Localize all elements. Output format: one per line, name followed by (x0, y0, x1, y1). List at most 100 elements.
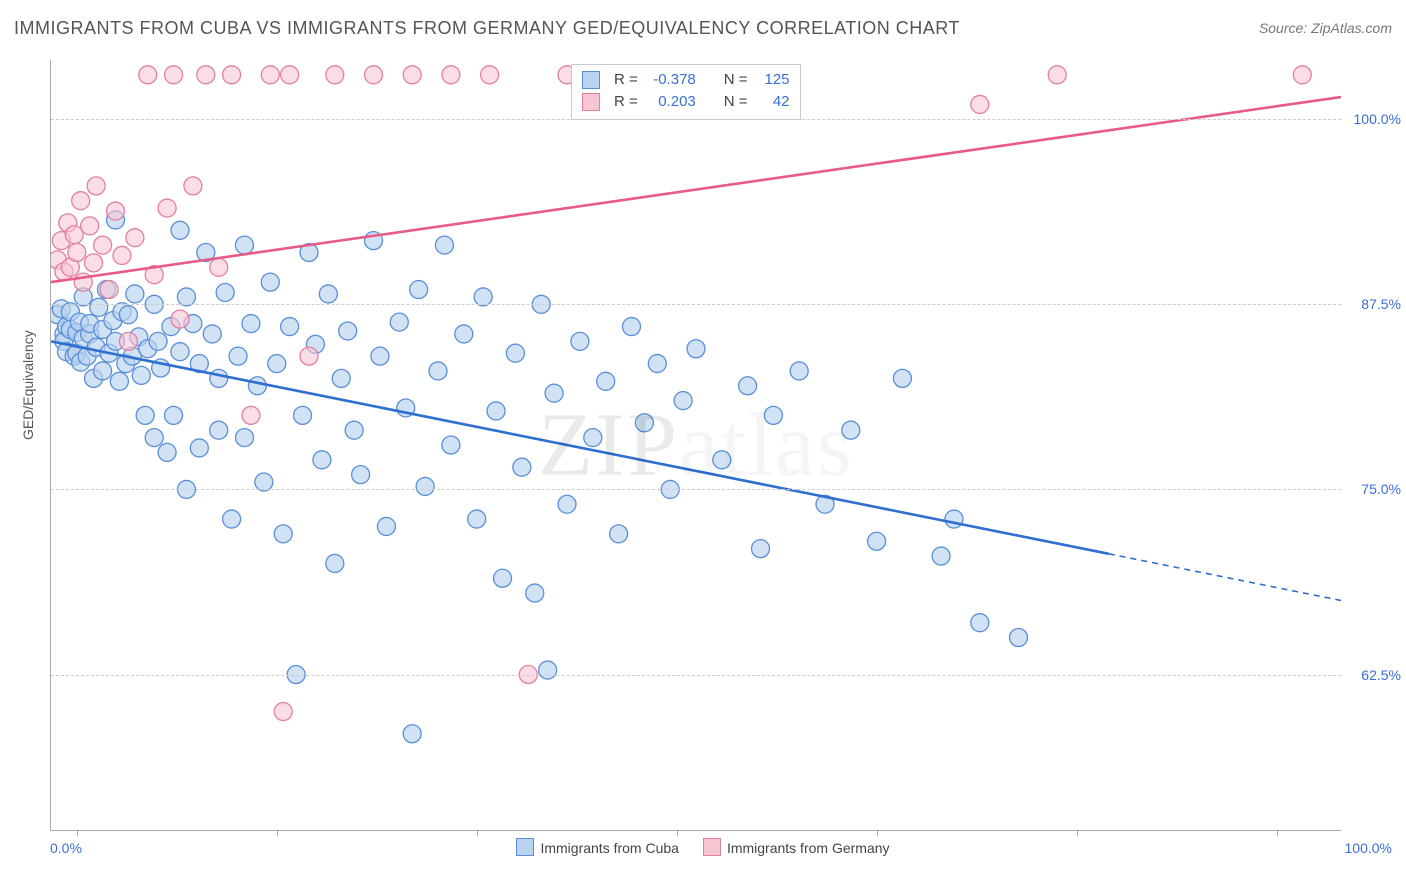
n-label: N = (724, 69, 748, 91)
data-point (403, 725, 421, 743)
data-point (319, 285, 337, 303)
data-point (487, 402, 505, 420)
data-point (971, 95, 989, 113)
legend-label: Immigrants from Germany (727, 840, 890, 856)
data-point (210, 421, 228, 439)
data-point (126, 229, 144, 247)
data-point (281, 318, 299, 336)
data-point (674, 392, 692, 410)
data-point (416, 477, 434, 495)
data-point (274, 703, 292, 721)
data-point (623, 318, 641, 336)
data-point (687, 340, 705, 358)
data-point (165, 406, 183, 424)
data-point (713, 451, 731, 469)
data-point (261, 273, 279, 291)
data-point (313, 451, 331, 469)
x-tick (1277, 830, 1278, 836)
data-point (223, 66, 241, 84)
data-point (171, 221, 189, 239)
data-point (281, 66, 299, 84)
trend-line-extrapolated (1109, 554, 1341, 601)
data-point (790, 362, 808, 380)
data-point (85, 254, 103, 272)
data-point (145, 429, 163, 447)
data-point (248, 377, 266, 395)
data-point (190, 439, 208, 457)
data-point (371, 347, 389, 365)
data-point (481, 66, 499, 84)
data-point (242, 406, 260, 424)
data-point (339, 322, 357, 340)
data-point (597, 372, 615, 390)
title-bar: IMMIGRANTS FROM CUBA VS IMMIGRANTS FROM … (14, 18, 1392, 48)
data-point (300, 347, 318, 365)
data-point (332, 369, 350, 387)
legend-label: Immigrants from Cuba (540, 840, 678, 856)
data-point (648, 355, 666, 373)
legend-item: Immigrants from Cuba (516, 838, 678, 856)
data-point (410, 281, 428, 299)
data-point (390, 313, 408, 331)
data-point (158, 199, 176, 217)
data-point (132, 366, 150, 384)
data-point (442, 66, 460, 84)
data-point (752, 540, 770, 558)
data-point (326, 66, 344, 84)
data-point (136, 406, 154, 424)
data-point (513, 458, 531, 476)
data-point (468, 510, 486, 528)
data-point (203, 325, 221, 343)
data-point (932, 547, 950, 565)
data-point (345, 421, 363, 439)
data-point (842, 421, 860, 439)
data-point (90, 298, 108, 316)
x-tick (477, 830, 478, 836)
x-tick (77, 830, 78, 836)
data-point (72, 192, 90, 210)
data-point (94, 236, 112, 254)
data-point (126, 285, 144, 303)
data-point (474, 288, 492, 306)
data-point (210, 258, 228, 276)
gridline (51, 119, 1341, 120)
data-point (100, 281, 118, 299)
data-point (171, 310, 189, 328)
data-point (526, 584, 544, 602)
data-point (177, 288, 195, 306)
correlation-stat-box: R =-0.378N =125R =0.203N =42 (571, 64, 801, 120)
stat-row: R =-0.378N =125 (582, 69, 790, 91)
data-point (87, 177, 105, 195)
data-point (216, 283, 234, 301)
data-point (506, 344, 524, 362)
legend-item: Immigrants from Germany (703, 838, 890, 856)
gridline (51, 489, 1341, 490)
data-point (171, 343, 189, 361)
data-point (242, 315, 260, 333)
data-point (68, 244, 86, 262)
trend-line (51, 341, 1109, 553)
data-point (377, 517, 395, 535)
n-value: 42 (756, 91, 790, 113)
data-point (539, 661, 557, 679)
data-point (197, 66, 215, 84)
bottom-legend: Immigrants from Cuba Immigrants from Germ… (0, 838, 1406, 856)
data-point (429, 362, 447, 380)
data-point (1010, 629, 1028, 647)
data-point (893, 369, 911, 387)
x-tick (877, 830, 878, 836)
gridline (51, 675, 1341, 676)
r-value: 0.203 (646, 91, 696, 113)
data-point (442, 436, 460, 454)
data-point (119, 306, 137, 324)
y-tick-label: 100.0% (1346, 111, 1401, 127)
data-point (81, 217, 99, 235)
data-point (739, 377, 757, 395)
y-tick-label: 87.5% (1346, 296, 1401, 312)
data-point (158, 443, 176, 461)
source-attribution: Source: ZipAtlas.com (1259, 20, 1392, 36)
r-value: -0.378 (646, 69, 696, 91)
data-point (274, 525, 292, 543)
chart-title: IMMIGRANTS FROM CUBA VS IMMIGRANTS FROM … (14, 18, 960, 38)
gridline (51, 304, 1341, 305)
